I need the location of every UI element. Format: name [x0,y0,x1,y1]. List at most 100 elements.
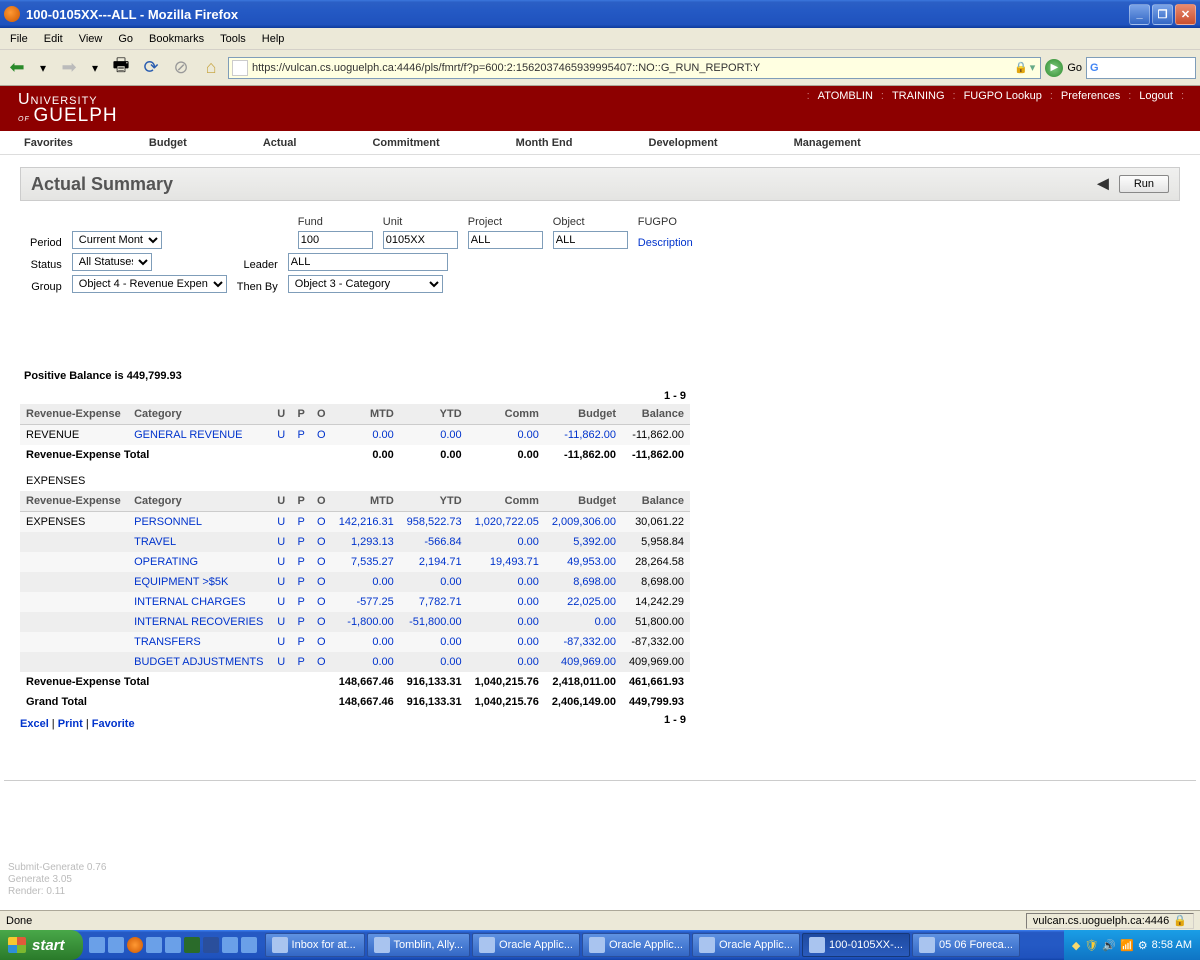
taskbar-task[interactable]: Oracle Applic... [582,933,690,957]
uog-header: University of of GuelphGUELPH :ATOMBLIN … [0,86,1200,131]
menu-file[interactable]: File [2,31,36,47]
firefox-statusbar: Done vulcan.cs.uoguelph.ca:4446 🔒 [0,910,1200,930]
firefox-menubar: File Edit View Go Bookmarks Tools Help [0,28,1200,50]
tab-budget[interactable]: Budget [141,133,195,153]
link-fugpo-lookup[interactable]: FUGPO Lookup [964,90,1042,102]
windows-taskbar: start Inbox for at...Tomblin, Ally...Ora… [0,930,1200,960]
stop-icon[interactable]: ⊘ [168,55,194,81]
taskbar-task[interactable]: Oracle Applic... [472,933,580,957]
period-select[interactable]: Current Month [72,231,162,249]
uog-top-links: :ATOMBLIN :TRAINING :FUGPO Lookup :Prefe… [791,86,1200,131]
close-button[interactable]: ✕ [1175,4,1196,25]
tab-month-end[interactable]: Month End [508,133,581,153]
ql-icon[interactable] [108,937,124,953]
system-tray: ◆ 🛡 🔊 📶 ⚙ 8:58 AM [1064,930,1200,960]
taskbar-task[interactable]: Tomblin, Ally... [367,933,471,957]
tray-icon[interactable]: 🛡 [1084,939,1098,952]
link-logout[interactable]: Logout [1139,90,1173,102]
table-header-row: Revenue-Expense Category U P O MTD YTD C… [20,404,690,425]
menu-go[interactable]: Go [110,31,141,47]
print-icon[interactable]: 🖶 [108,55,134,81]
tab-actual[interactable]: Actual [255,133,305,153]
tab-management[interactable]: Management [786,133,869,153]
object-input[interactable] [553,231,628,249]
lock-icon: 🔒 [1014,61,1028,74]
table-row: Grand Total148,667.46916,133.311,040,215… [20,692,690,712]
tray-icon[interactable]: 📶 [1120,939,1134,952]
tab-favorites[interactable]: Favorites [16,133,81,153]
go-button[interactable]: ▶ [1045,59,1063,77]
tab-development[interactable]: Development [641,133,726,153]
firefox-toolbar: ⬅ ▾ ➡ ▾ 🖶 ⟳ ⊘ ⌂ https://vulcan.cs.uoguel… [0,50,1200,86]
firefox-icon [4,6,20,22]
group-select[interactable]: Object 4 - Revenue Expense [72,275,227,293]
leader-label: Leader [233,252,282,272]
fund-label: Fund [294,215,377,228]
forward-dropdown-icon[interactable]: ▾ [86,59,104,77]
taskbar-task[interactable]: Oracle Applic... [692,933,800,957]
ql-icon[interactable] [222,937,238,953]
ql-icon[interactable] [146,937,162,953]
link-training[interactable]: TRAINING [892,90,945,102]
go-label: Go [1067,62,1082,74]
menu-view[interactable]: View [71,31,111,47]
fugpo-description[interactable]: Description [634,230,697,250]
tray-icon[interactable]: ⚙ [1138,939,1148,952]
taskbar-task[interactable]: Inbox for at... [265,933,365,957]
back-arrow-icon[interactable]: ◄ [1093,173,1113,196]
page-favicon [232,60,248,76]
url-bar[interactable]: https://vulcan.cs.uoguelph.ca:4446/pls/f… [228,57,1041,79]
task-icon [809,937,825,953]
tab-commitment[interactable]: Commitment [364,133,447,153]
run-button[interactable]: Run [1119,175,1169,193]
thenby-select[interactable]: Object 3 - Category [288,275,443,293]
table-row: INTERNAL RECOVERIESUPO-1,800.00-51,800.0… [20,612,690,632]
forward-button[interactable]: ➡ [56,55,82,81]
menu-edit[interactable]: Edit [36,31,71,47]
tray-icon[interactable]: ◆ [1072,939,1080,952]
leader-input[interactable] [288,253,448,271]
report-area: Positive Balance is 449,799.93 1 - 9 Rev… [20,364,1180,736]
taskbar-task[interactable]: 100-0105XX-... [802,933,910,957]
menu-tools[interactable]: Tools [212,31,254,47]
url-dropdown-icon[interactable]: ▾ [1030,61,1036,74]
taskbar-task[interactable]: 05 06 Foreca... [912,933,1020,957]
table-row: BUDGET ADJUSTMENTSUPO0.000.000.00409,969… [20,652,690,672]
task-icon [919,937,935,953]
tray-icon[interactable]: 🔊 [1102,939,1116,952]
menu-help[interactable]: Help [254,31,293,47]
ql-icon[interactable] [241,937,257,953]
search-box[interactable]: G [1086,57,1196,79]
ql-icon[interactable] [184,937,200,953]
favorite-link[interactable]: Favorite [92,718,135,730]
menu-bookmarks[interactable]: Bookmarks [141,31,212,47]
ql-icon[interactable] [165,937,181,953]
url-text: https://vulcan.cs.uoguelph.ca:4446/pls/f… [252,62,1010,74]
start-button[interactable]: start [0,930,83,960]
minimize-button[interactable]: _ [1129,4,1150,25]
status-select[interactable]: All Statuses [72,253,152,271]
maximize-button[interactable]: ❐ [1152,4,1173,25]
link-atomblin[interactable]: ATOMBLIN [818,90,873,102]
status-host: vulcan.cs.uoguelph.ca:4446 🔒 [1026,913,1194,929]
excel-link[interactable]: Excel [20,718,49,730]
task-icon [699,937,715,953]
project-label: Project [464,215,547,228]
positive-balance: Positive Balance is 449,799.93 [20,364,1180,388]
project-input[interactable] [468,231,543,249]
back-dropdown-icon[interactable]: ▾ [34,59,52,77]
back-button[interactable]: ⬅ [4,55,30,81]
reload-icon[interactable]: ⟳ [138,55,164,81]
unit-input[interactable] [383,231,458,249]
print-link[interactable]: Print [58,718,83,730]
home-icon[interactable]: ⌂ [198,55,224,81]
ql-icon[interactable] [89,937,105,953]
table-row: EQUIPMENT >$5KUPO0.000.000.008,698.008,6… [20,572,690,592]
link-preferences[interactable]: Preferences [1061,90,1120,102]
ql-icon[interactable] [127,937,143,953]
ql-icon[interactable] [203,937,219,953]
fund-input[interactable] [298,231,373,249]
report-actions: Excel | Print | Favorite [20,712,660,736]
task-icon [589,937,605,953]
taskbar-tasks: Inbox for at...Tomblin, Ally...Oracle Ap… [263,933,1064,957]
